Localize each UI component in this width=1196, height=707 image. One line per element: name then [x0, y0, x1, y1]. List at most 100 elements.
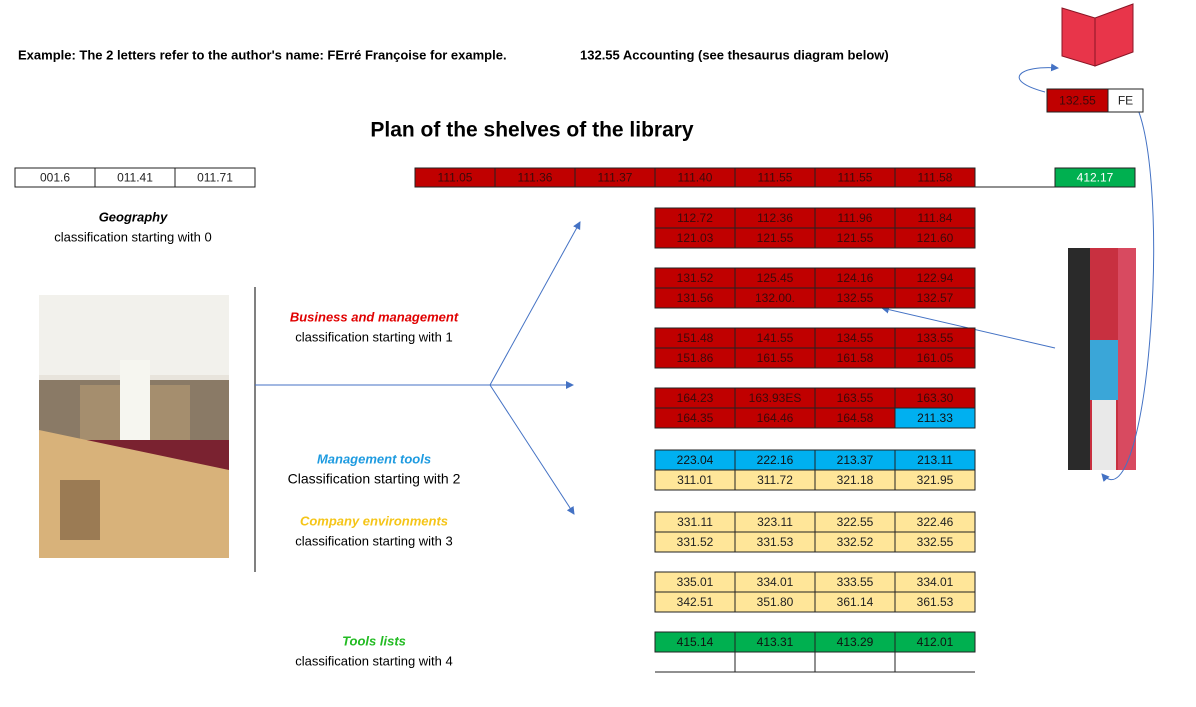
book-icon: [1061, 0, 1134, 67]
cell-text: 164.35: [677, 411, 714, 425]
cell-text: 322.55: [837, 515, 874, 529]
cell-text: 001.6: [40, 171, 70, 185]
cell-text: 311.72: [757, 473, 793, 487]
cell-text: 164.23: [677, 391, 714, 405]
cell-text: 161.58: [837, 351, 874, 365]
cell-text: 111.58: [918, 171, 953, 185]
cell: [894, 407, 976, 429]
cell-text: 111.55: [758, 171, 793, 185]
category-description: classification starting with 1: [295, 329, 453, 344]
cell: [894, 531, 976, 553]
category-description: classification starting with 4: [295, 653, 453, 668]
category-name: Management tools: [317, 451, 431, 466]
cell-text: 322.46: [917, 515, 954, 529]
library-photo: [39, 295, 229, 558]
cell-text: 121.55: [837, 231, 874, 245]
cell-text: 124.16: [837, 271, 874, 285]
category-name: Company environments: [300, 513, 448, 528]
cell: [894, 227, 976, 249]
cell-text: 132.57: [917, 291, 954, 305]
cell-text: 351.80: [757, 595, 794, 609]
cell: [894, 287, 976, 309]
title: Plan of the shelves of the library: [370, 119, 694, 142]
cell-text: 412.01: [917, 635, 954, 649]
cell-text: 011.41: [117, 171, 153, 185]
cell-text: FE: [1118, 94, 1133, 108]
cell-text: 334.01: [757, 575, 794, 589]
cell: [894, 631, 976, 653]
category-name: Geography: [99, 209, 168, 224]
category-description: classification starting with 0: [54, 229, 212, 244]
cell-text: 125.45: [757, 271, 794, 285]
cell-text: 111.05: [438, 171, 473, 185]
cell-text: 133.55: [917, 331, 954, 345]
cell-text: 111.36: [518, 171, 553, 185]
accounting-note: 132.55 Accounting (see thesaurus diagram…: [580, 47, 889, 62]
cell-text: 111.96: [838, 211, 873, 225]
cell-text: 164.46: [757, 411, 794, 425]
cell-text: 222.16: [757, 453, 794, 467]
cell-text: 131.52: [677, 271, 714, 285]
cell-text: 164.58: [837, 411, 874, 425]
cell-text: 111.84: [918, 211, 953, 225]
cell-text: 161.55: [757, 351, 794, 365]
example-note: Example: The 2 letters refer to the auth…: [18, 47, 507, 62]
cell-text: 161.05: [917, 351, 954, 365]
cell: [1054, 167, 1136, 188]
cell: [894, 167, 976, 188]
cell-text: 134.55: [837, 331, 874, 345]
cell-text: 361.14: [837, 595, 874, 609]
cell: [1107, 88, 1144, 113]
cell: [174, 167, 256, 188]
cell-text: 151.86: [677, 351, 714, 365]
cell-text: 321.18: [837, 473, 874, 487]
cell-text: 413.29: [837, 635, 874, 649]
cell-text: 361.53: [917, 595, 954, 609]
category-name: Tools lists: [342, 633, 406, 648]
category-name: Business and management: [290, 309, 459, 324]
arrows: [254, 63, 1155, 572]
cell-text: 342.51: [677, 595, 714, 609]
cell-text: 331.11: [677, 515, 713, 529]
cell: [894, 591, 976, 613]
cell-text: 011.71: [197, 171, 233, 185]
cell-text: 121.55: [757, 231, 794, 245]
cell-text: 111.37: [598, 171, 633, 185]
cell-text: 223.04: [677, 453, 714, 467]
cell-text: 121.03: [677, 231, 714, 245]
cell-text: 111.40: [678, 171, 713, 185]
cell-text: 122.94: [917, 271, 954, 285]
category-description: Classification starting with 2: [288, 471, 461, 487]
cell-text: 121.60: [917, 231, 954, 245]
cell-text: 311.01: [677, 473, 713, 487]
cell-text: 132.55: [1059, 94, 1096, 108]
cell-text: 334.01: [917, 575, 954, 589]
cell-text: 332.52: [837, 535, 874, 549]
cell: [894, 469, 976, 491]
cell-text: 163.30: [917, 391, 954, 405]
cell-text: 111.55: [838, 171, 873, 185]
cell-text: 211.33: [917, 411, 953, 425]
cell-text: 163.55: [837, 391, 874, 405]
cell-text: 132.00.: [755, 291, 795, 305]
spine-photo: [1068, 248, 1136, 470]
cell-text: 151.48: [677, 331, 714, 345]
cell-text: 323.11: [757, 515, 793, 529]
cell-text: 131.56: [677, 291, 714, 305]
cell-text: 321.95: [917, 473, 954, 487]
cell-text: 331.53: [757, 535, 794, 549]
cell-text: 213.11: [917, 453, 953, 467]
cell-text: 333.55: [837, 575, 874, 589]
cell-text: 332.55: [917, 535, 954, 549]
cell: [894, 347, 976, 369]
cell-text: 331.52: [677, 535, 714, 549]
cell-text: 132.55: [837, 291, 874, 305]
cell-text: 112.72: [677, 211, 713, 225]
category-description: classification starting with 3: [295, 533, 453, 548]
cell-text: 112.36: [757, 211, 793, 225]
cell-text: 415.14: [677, 635, 714, 649]
cell-text: 412.17: [1077, 171, 1114, 185]
cell-text: 413.31: [757, 635, 794, 649]
cell-text: 163.93ES: [749, 391, 802, 405]
